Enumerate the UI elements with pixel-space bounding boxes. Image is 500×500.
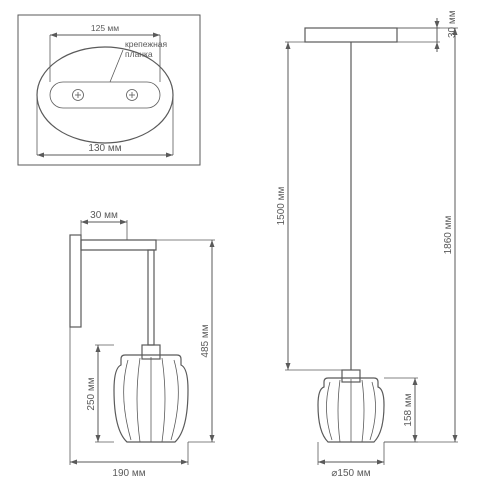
dim-250: 250 мм (86, 345, 114, 442)
pendant-shade-h-label: 158 мм (403, 393, 414, 426)
dim-1860: 1860 мм (384, 28, 458, 442)
pendant-lamp: 30 мм 1500 мм 1860 мм 158 мм (276, 10, 458, 479)
dim-30-wall: 30 мм (81, 210, 127, 240)
wall-shade-h-label: 250 мм (86, 377, 97, 410)
bracket-note-2: планка (125, 49, 153, 59)
cord-h-label: 1500 мм (276, 186, 287, 225)
dim-30-canopy: 30 мм (397, 10, 458, 52)
pendant-shade-icon (318, 378, 384, 442)
dim-130: 130 мм (37, 95, 173, 158)
wall-depth-label: 30 мм (90, 210, 118, 221)
wall-width-label: 190 мм (112, 468, 145, 479)
top-view-panel: 125 мм крепежная планка 130 мм (18, 15, 200, 165)
bracket-note-1: крепежная (125, 39, 168, 49)
dim-d150: ⌀150 мм (318, 442, 384, 479)
wall-height-label: 485 мм (200, 324, 211, 357)
diameter-label: ⌀150 мм (331, 468, 370, 479)
dim-1500: 1500 мм (276, 42, 351, 370)
dim-inner-label: 125 мм (91, 23, 119, 33)
total-h-label: 1860 мм (443, 215, 454, 254)
dim-outer-label: 130 мм (88, 143, 121, 154)
wall-shade-icon (114, 355, 188, 442)
dim-158: 158 мм (384, 378, 418, 442)
wall-lamp: 30 мм 250 мм (70, 210, 215, 479)
